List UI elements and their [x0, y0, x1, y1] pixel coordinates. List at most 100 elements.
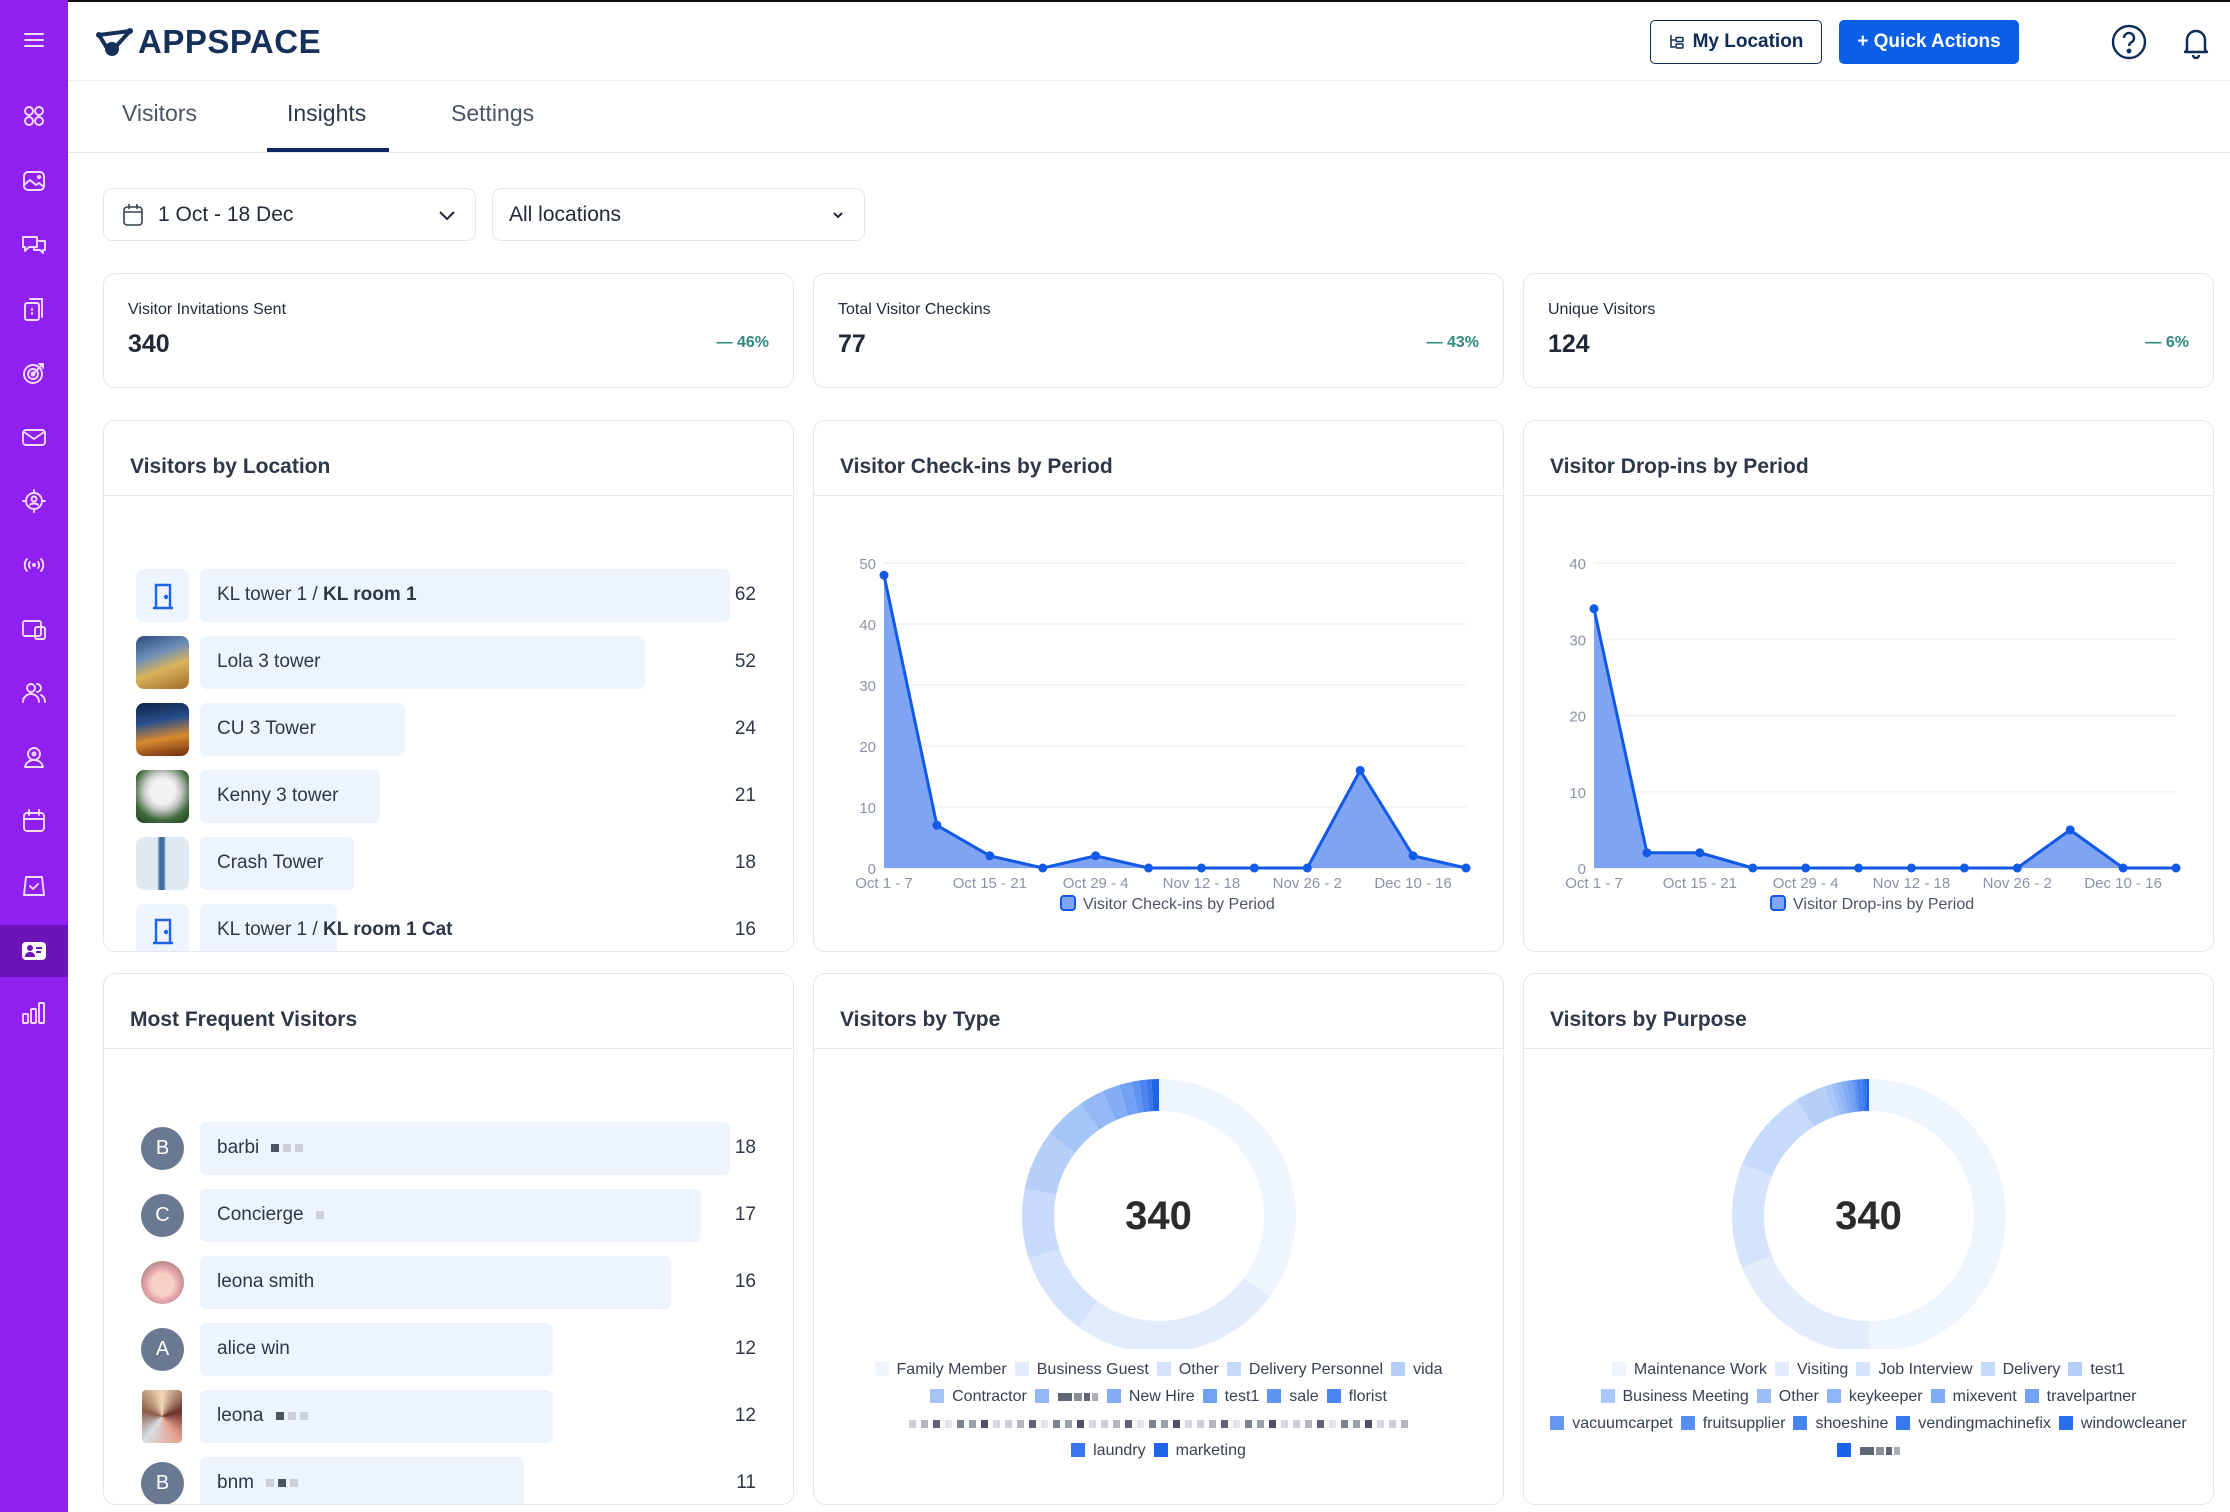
help-icon[interactable] — [2111, 24, 2147, 60]
location-dropdown[interactable]: All locations — [492, 188, 865, 241]
legend-item[interactable] — [1034, 1383, 1099, 1410]
legend-item[interactable]: Family Member — [874, 1356, 1007, 1383]
location-row[interactable]: KL tower 1 / KL room 1 Cat 16 — [136, 904, 756, 951]
legend-item[interactable]: mixevent — [1930, 1383, 2017, 1410]
data-point[interactable] — [1196, 863, 1206, 873]
legend-item[interactable]: test1 — [2068, 1356, 2125, 1383]
sidebar-item-calendar[interactable] — [0, 797, 68, 845]
donut-slice[interactable] — [1851, 1079, 1858, 1112]
location-row[interactable]: CU 3 Tower 24 — [136, 703, 756, 756]
legend-item[interactable]: Delivery — [1980, 1356, 2060, 1383]
visitor-row[interactable]: leona smith 16 — [136, 1256, 756, 1309]
donut-slice[interactable] — [1742, 1255, 1869, 1349]
my-location-button[interactable]: My Location — [1650, 20, 1822, 64]
data-point[interactable] — [879, 570, 889, 580]
donut-slice[interactable] — [1824, 1084, 1841, 1117]
donut-slice[interactable] — [1836, 1081, 1848, 1115]
donut-slice[interactable] — [1732, 1164, 1772, 1268]
donut-slice[interactable] — [1102, 1084, 1129, 1121]
legend-item[interactable]: florist — [1326, 1383, 1387, 1410]
sidebar-item-tracking[interactable] — [0, 477, 68, 525]
data-point[interactable] — [2012, 863, 2022, 873]
data-point[interactable] — [1695, 848, 1705, 858]
legend-item[interactable]: fruitsupplier — [1680, 1410, 1785, 1437]
donut-slice[interactable] — [1846, 1080, 1856, 1113]
date-range-dropdown[interactable]: 1 Oct - 18 Dec — [103, 188, 476, 241]
data-point[interactable] — [1091, 851, 1101, 861]
data-point[interactable] — [1038, 863, 1048, 873]
location-row[interactable]: KL tower 1 / KL room 1 62 — [136, 569, 756, 622]
data-point[interactable] — [1959, 863, 1969, 873]
legend-item[interactable]: vida — [1391, 1356, 1442, 1383]
appspace-logo[interactable]: APPSPACE — [96, 23, 321, 60]
sidebar-item-analytics[interactable] — [0, 989, 68, 1037]
data-point[interactable] — [1302, 863, 1312, 873]
data-point[interactable] — [2118, 863, 2128, 873]
data-point[interactable] — [932, 820, 942, 830]
legend-item[interactable]: vendingmachinefix — [1896, 1410, 2051, 1437]
legend-item[interactable]: keykeeper — [1826, 1383, 1923, 1410]
data-point[interactable] — [1461, 863, 1471, 873]
legend-item[interactable]: marketing — [1153, 1437, 1246, 1464]
sidebar-item-devices[interactable] — [0, 285, 68, 333]
data-point[interactable] — [1249, 863, 1259, 873]
location-row[interactable]: Kenny 3 tower 21 — [136, 770, 756, 823]
donut-slice[interactable] — [1856, 1079, 1864, 1112]
data-point[interactable] — [1642, 848, 1652, 858]
donut-slice[interactable] — [1841, 1080, 1852, 1114]
notification-bell-icon[interactable] — [2178, 24, 2214, 60]
tab-settings[interactable]: Settings — [451, 100, 535, 126]
sidebar-item-broadcast[interactable] — [0, 541, 68, 589]
tab-visitors[interactable]: Visitors — [122, 100, 197, 126]
quick-actions-button[interactable]: + Quick Actions — [1839, 20, 2019, 64]
donut-slice[interactable] — [1131, 1080, 1144, 1114]
legend-item[interactable]: windowcleaner — [2058, 1410, 2187, 1437]
legend-item[interactable]: Business Meeting — [1600, 1383, 1749, 1410]
data-point[interactable] — [1906, 863, 1916, 873]
visitor-row[interactable]: leona 12 — [136, 1390, 756, 1443]
donut-slice[interactable] — [1024, 1133, 1076, 1195]
data-point[interactable] — [1589, 604, 1599, 614]
legend-item[interactable]: Contractor — [930, 1383, 1027, 1410]
legend-label[interactable]: Visitor Check-ins by Period — [1083, 896, 1275, 913]
data-point[interactable] — [2171, 863, 2181, 873]
sidebar-item-dashboard[interactable] — [0, 92, 68, 140]
donut-slice[interactable] — [1796, 1086, 1835, 1127]
donut-slice[interactable] — [1022, 1188, 1060, 1259]
sidebar-item-tasks[interactable] — [0, 861, 68, 909]
legend-item[interactable]: Other — [1156, 1356, 1219, 1383]
donut-slice[interactable] — [1028, 1248, 1098, 1327]
donut-slice[interactable] — [1078, 1277, 1270, 1349]
sidebar-item-visitors[interactable] — [0, 925, 68, 977]
sidebar-item-people[interactable] — [0, 669, 68, 717]
donut-slice[interactable] — [1159, 1079, 1296, 1297]
tab-insights[interactable]: Insights — [287, 100, 367, 126]
legend-item[interactable] — [1836, 1437, 1901, 1464]
legend-item[interactable]: test1 — [1202, 1383, 1259, 1410]
sidebar-item-content[interactable] — [0, 157, 68, 205]
sidebar-item-hosts[interactable] — [0, 733, 68, 781]
donut-slice[interactable] — [1080, 1091, 1116, 1130]
legend-item[interactable]: sale — [1267, 1383, 1319, 1410]
data-point[interactable] — [1801, 863, 1811, 873]
donut-slice[interactable] — [1049, 1103, 1099, 1153]
data-point[interactable] — [1355, 765, 1365, 775]
donut-slice[interactable] — [1742, 1099, 1814, 1177]
donut-slice[interactable] — [1119, 1081, 1138, 1116]
legend-item[interactable]: New Hire — [1106, 1383, 1195, 1410]
donut-slice[interactable] — [1861, 1079, 1866, 1112]
legend-label[interactable]: Visitor Drop-ins by Period — [1793, 896, 1974, 913]
legend-item[interactable]: Delivery Personnel — [1226, 1356, 1383, 1383]
visitor-row[interactable]: C Concierge 17 — [136, 1189, 756, 1242]
sidebar-item-messages[interactable] — [0, 221, 68, 269]
donut-slice[interactable] — [1853, 1079, 1860, 1112]
legend-item[interactable]: Other — [1756, 1383, 1819, 1410]
menu-button[interactable] — [0, 16, 68, 64]
sidebar-item-campaigns[interactable] — [0, 349, 68, 397]
data-point[interactable] — [1748, 863, 1758, 873]
location-row[interactable]: Lola 3 tower 52 — [136, 636, 756, 689]
donut-slice[interactable] — [1863, 1079, 1868, 1112]
donut-slice[interactable] — [1831, 1082, 1845, 1116]
